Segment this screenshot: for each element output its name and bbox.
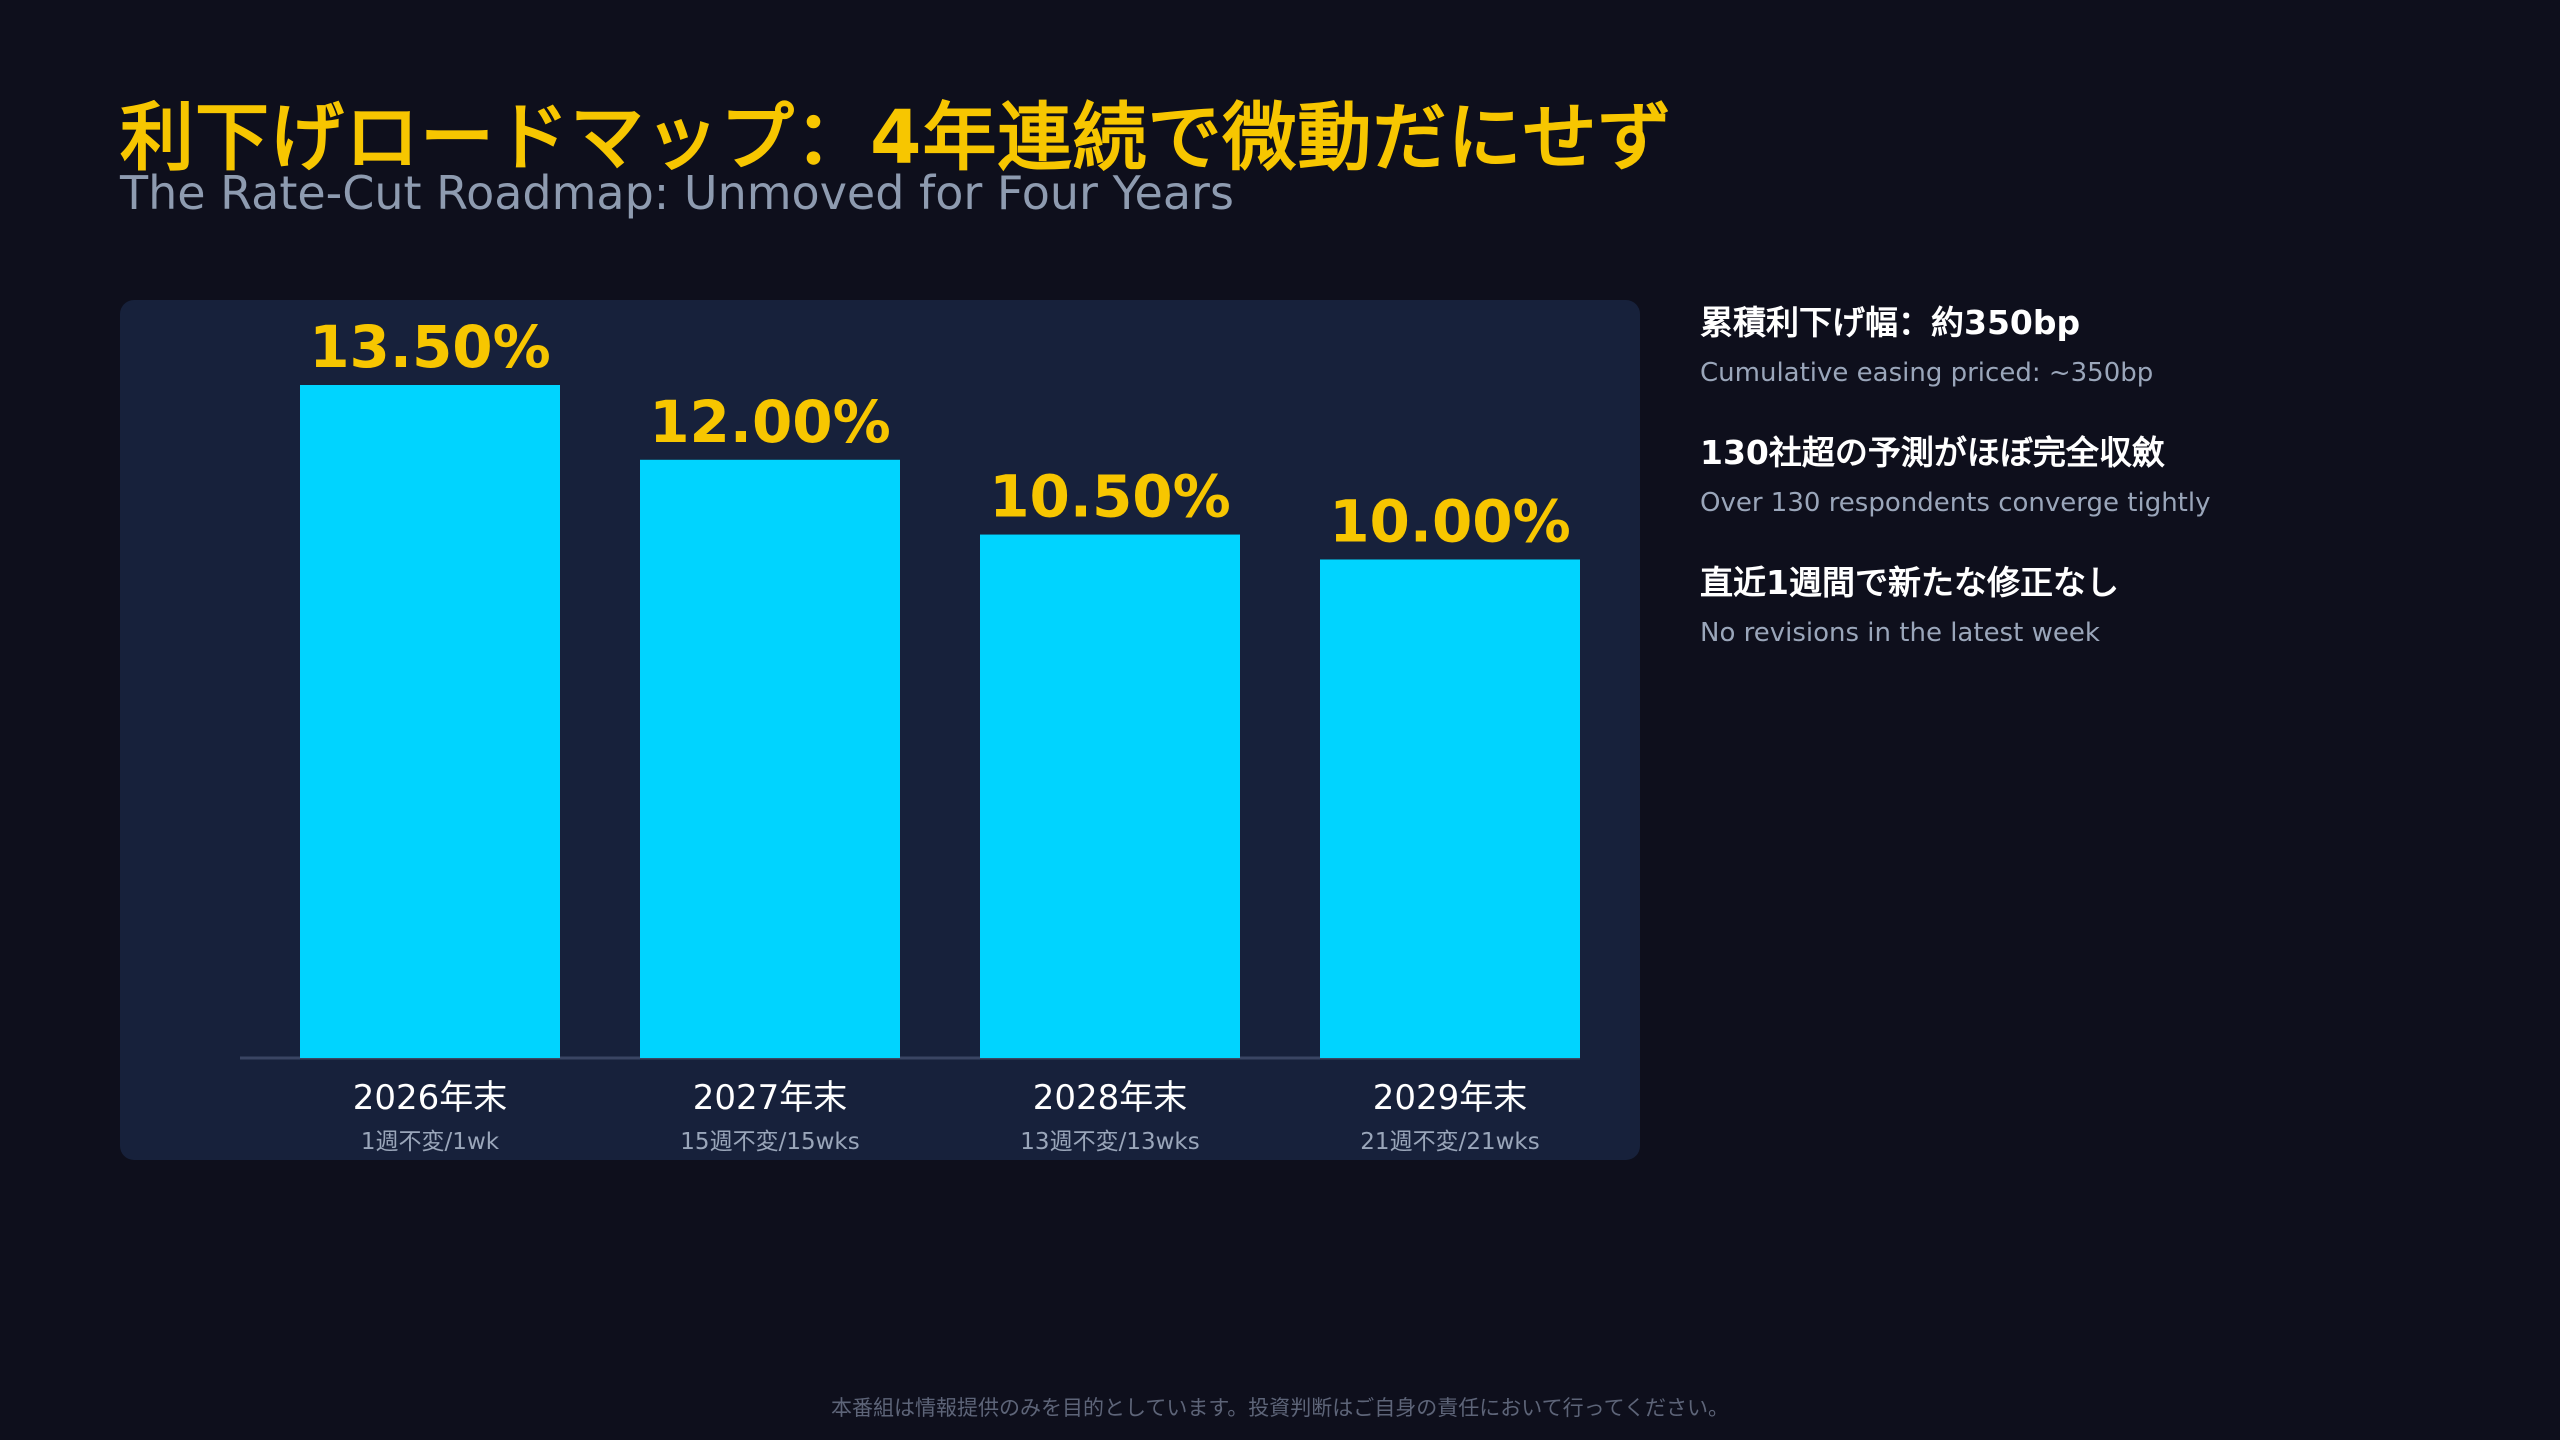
bar-1 — [300, 385, 560, 1058]
side-note-heading: 累積利下げ幅：約350bp — [1700, 303, 2081, 342]
category-sublabel: 13週不変/13wks — [1020, 1129, 1199, 1155]
category-label: 2028年末 — [1033, 1078, 1188, 1118]
page-title: 利下げロードマップ：4年連続で微動だにせず — [120, 95, 1673, 181]
side-note-subtext: Over 130 respondents converge tightly — [1700, 488, 2211, 518]
bar-value-label: 12.00% — [649, 388, 891, 456]
category-label: 2027年末 — [693, 1078, 848, 1118]
category-sublabel: 15週不変/15wks — [680, 1129, 859, 1155]
side-note-heading: 130社超の予測がほぼ完全収斂 — [1700, 433, 2165, 472]
category-sublabel: 21週不変/21wks — [1360, 1129, 1539, 1155]
side-note-heading: 直近1週間で新たな修正なし — [1700, 563, 2119, 602]
bar-value-label: 10.00% — [1329, 487, 1571, 555]
category-sublabel: 1週不変/1wk — [361, 1129, 500, 1155]
category-label: 2029年末 — [1373, 1078, 1528, 1118]
side-note-1: 累積利下げ幅：約350bp Cumulative easing priced: … — [1700, 300, 2500, 390]
side-note-subtext: Cumulative easing priced: ~350bp — [1700, 358, 2154, 388]
bar-3 — [980, 534, 1240, 1058]
page-subtitle: The Rate-Cut Roadmap: Unmoved for Four Y… — [120, 166, 1234, 220]
category-label: 2026年末 — [353, 1078, 508, 1118]
chart-panel: 13.50% 2026年末 1週不変/1wk 12.00% 2027年末 15週不変/15… — [120, 300, 1640, 1160]
side-note-2: 130社超の予測がほぼ完全収斂 Over 130 respondents con… — [1700, 430, 2500, 520]
bar-value-label: 10.50% — [989, 463, 1231, 531]
bar-value-label: 13.50% — [309, 313, 551, 381]
bar-chart: 13.50% 2026年末 1週不変/1wk 12.00% 2027年末 15週不変/15… — [240, 313, 1580, 1155]
side-notes: 累積利下げ幅：約350bp Cumulative easing priced: … — [1700, 300, 2500, 690]
side-note-3: 直近1週間で新たな修正なし No revisions in the latest… — [1700, 560, 2500, 650]
bar-4 — [1320, 559, 1580, 1058]
bar-2 — [640, 459, 900, 1058]
disclaimer-footer: 本番組は情報提供のみを目的としています。投資判断はご自身の責任において行ってくだ… — [831, 1396, 1729, 1420]
side-note-subtext: No revisions in the latest week — [1700, 618, 2100, 648]
